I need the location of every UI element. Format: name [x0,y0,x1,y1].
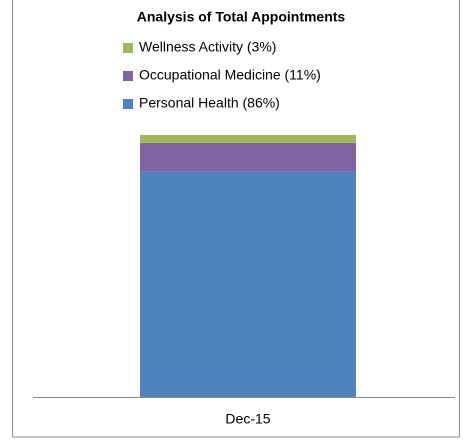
bar-segment [140,135,356,143]
legend-label: Personal Health (86%) [139,95,280,111]
legend-swatch [123,71,133,81]
legend-label: Occupational Medicine (11%) [139,67,321,83]
legend-label: Wellness Activity (3%) [139,39,276,55]
legend-swatch [123,43,133,53]
legend-swatch [123,99,133,109]
chart-title: Analysis of Total Appointments [137,9,346,25]
bar-segment [140,142,356,172]
bar-segment [140,171,356,397]
x-tick-label: Dec-15 [225,411,270,427]
